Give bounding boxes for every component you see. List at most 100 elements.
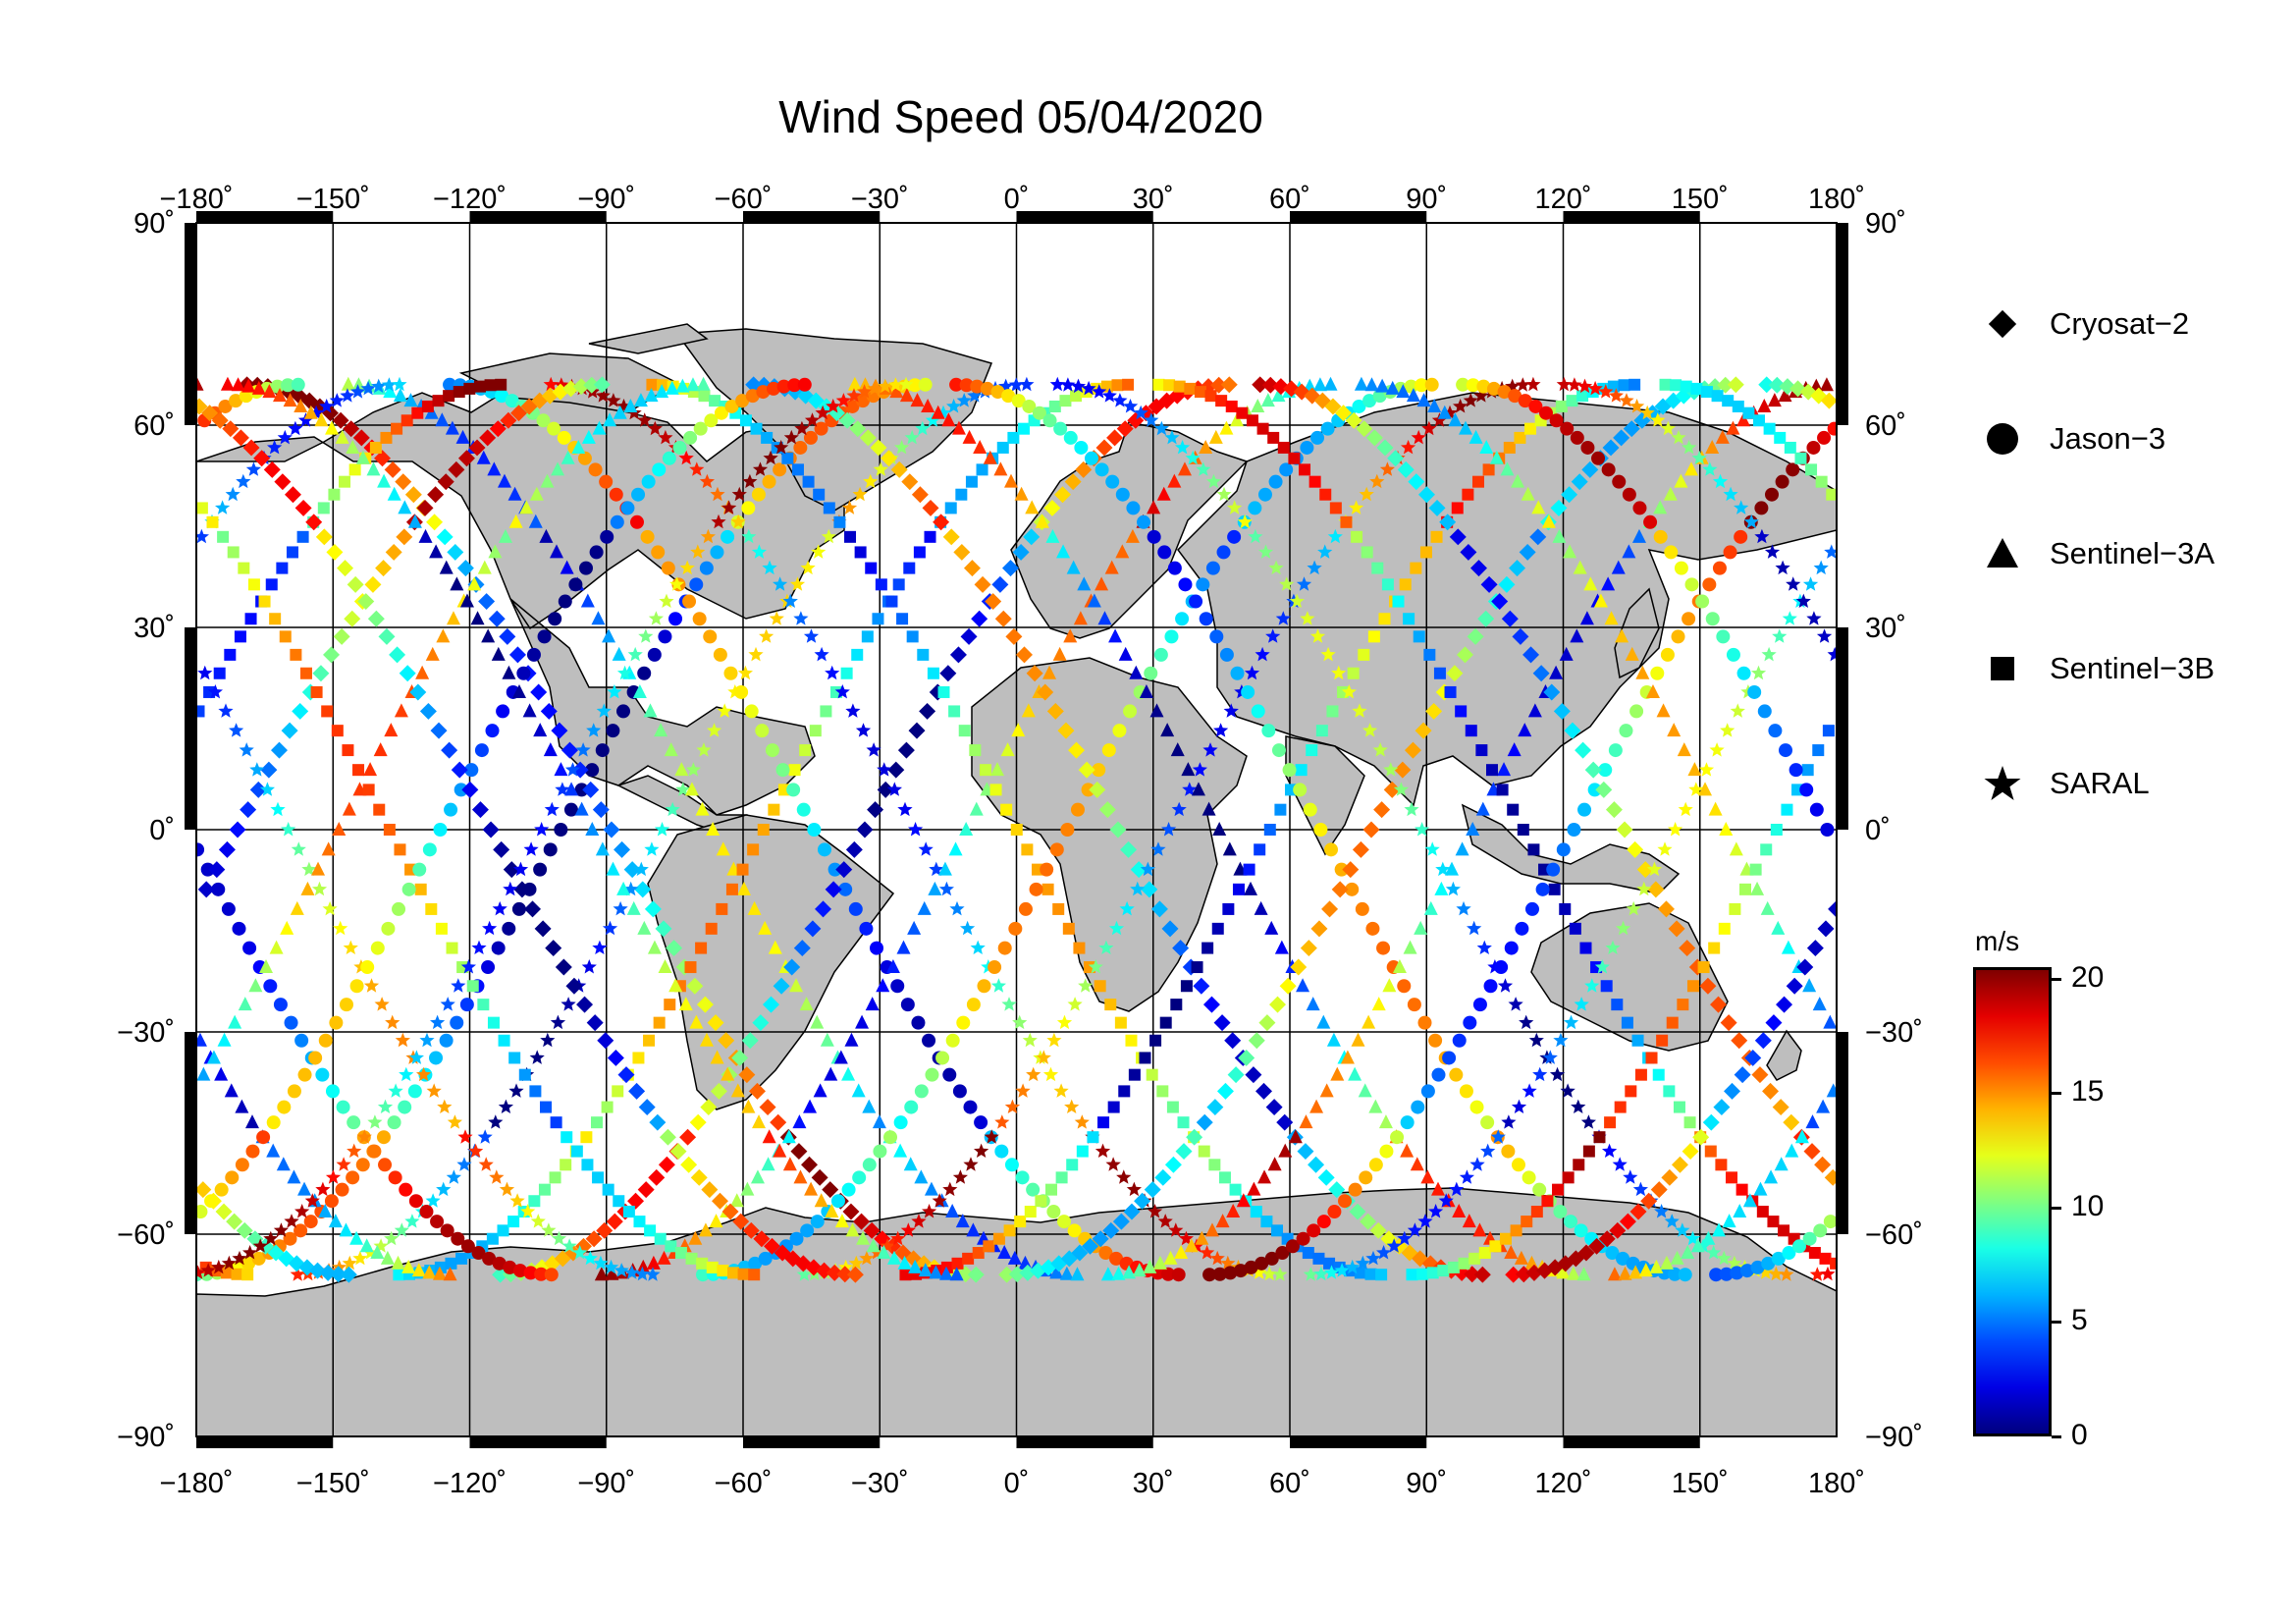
track-point [997,1245,1012,1260]
track-point [1708,942,1721,954]
track-point [511,901,526,916]
track-point [383,384,398,399]
track-point [675,782,691,796]
lon-tick-label: −180˚ [160,184,234,215]
track-point [297,1067,312,1082]
track-point [1233,1264,1248,1278]
track-point [544,801,560,817]
track-point [1070,1267,1085,1281]
track-point [1323,1257,1336,1270]
track-point [846,388,862,403]
track-point [1376,1245,1392,1260]
track-point [1691,450,1707,465]
track-point [701,1181,719,1199]
track-point [1107,1101,1120,1113]
track-point [955,1214,970,1228]
track-point [488,610,506,627]
track-point [543,376,559,392]
track-point [750,422,763,435]
track-point [1005,627,1023,645]
track-point [276,1157,291,1171]
track-point [367,1144,382,1159]
track-point [1285,1239,1300,1254]
japan [1614,587,1660,679]
track-point [967,1266,985,1283]
track-point [1683,1116,1696,1129]
track-point [855,1014,870,1029]
track-point [762,996,779,1013]
track-point [1399,578,1412,591]
track-point [1619,393,1634,407]
track-point [335,1182,349,1197]
track-point [1385,380,1400,395]
track-point [624,1265,640,1279]
track-point [693,421,708,436]
track-point [648,611,664,625]
track-point [972,1247,985,1260]
track-point [627,646,643,662]
track-point [821,528,836,544]
track-point [1119,1256,1134,1271]
track-point [443,1267,457,1281]
track-point [430,1215,445,1229]
track-point [1000,803,1013,816]
track-point [214,1066,229,1081]
colorbar-tick-mark [2052,1435,2061,1438]
track-point [524,900,541,918]
track-point [529,1085,542,1098]
track-point [1024,1206,1037,1218]
track-point [1699,977,1717,995]
track-point [1750,881,1765,895]
track-point [962,1252,975,1265]
track-point [340,388,355,403]
track-point [810,1014,825,1029]
track-point [877,781,894,798]
track-point [952,1169,968,1184]
track-point [211,411,229,429]
track-point [865,997,880,1011]
track-point [1225,400,1238,412]
track-point [592,801,610,819]
track-point [1248,501,1262,515]
track-point [845,1222,860,1237]
track-point [774,440,789,455]
track-point [1809,802,1824,817]
track-point [634,881,652,898]
track-point [1126,501,1141,515]
track-point [889,384,904,399]
track-point [716,902,728,915]
track-point [799,744,812,757]
track-point [370,941,385,955]
track-point [1423,900,1438,915]
track-point [789,576,806,591]
track-point [439,1033,454,1048]
lon-tick-label: −30˚ [851,1468,909,1499]
track-point [582,781,600,798]
track-point [810,1215,825,1229]
track-point [877,762,892,777]
track-point [439,560,454,574]
track-point [1042,665,1057,679]
track-point [1372,389,1387,404]
track-point [502,921,516,936]
track-point [962,429,977,444]
track-point [1761,646,1777,662]
track-point [1152,1255,1167,1270]
track-point [844,530,857,543]
track-point [977,979,991,994]
track-point [366,461,381,476]
track-point [1355,1255,1370,1271]
track-point [1801,764,1814,777]
track-point [1724,1082,1740,1100]
track-point [730,1083,745,1098]
track-point [759,1099,776,1116]
track-point [1744,1049,1762,1066]
track-point [385,543,402,561]
track-point [707,723,722,737]
track-point [887,761,905,779]
track-point [706,822,721,836]
track-point [1199,439,1213,454]
track-point [941,412,956,427]
track-point [384,723,399,737]
track-point [1095,462,1109,477]
